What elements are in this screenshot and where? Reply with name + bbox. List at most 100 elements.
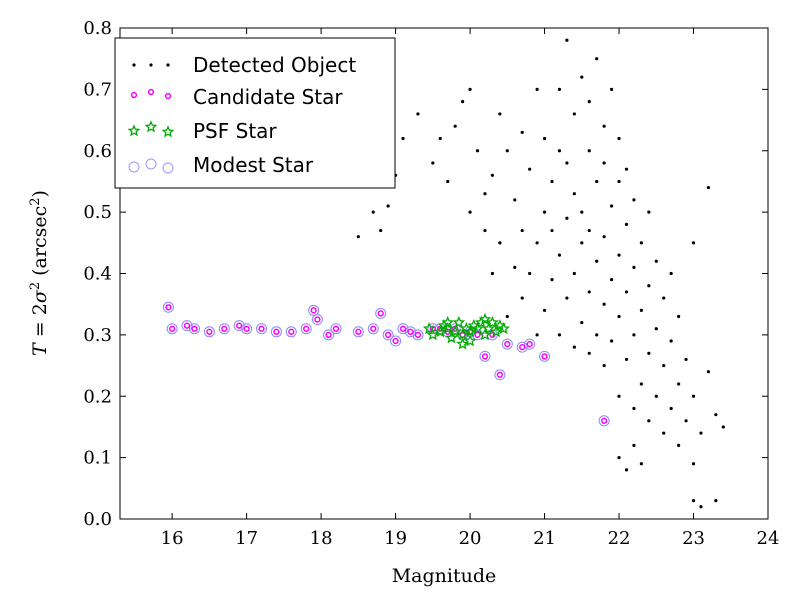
data-point <box>654 394 658 398</box>
data-point <box>639 308 643 312</box>
data-point <box>482 322 496 335</box>
legend-label: PSF Star <box>193 119 277 143</box>
data-point <box>243 325 250 332</box>
data-point <box>483 228 487 233</box>
data-point <box>332 325 340 332</box>
data-point <box>557 333 562 337</box>
data-point <box>602 161 606 165</box>
data-point <box>483 192 487 196</box>
data-point <box>468 210 472 214</box>
data-point <box>624 222 629 226</box>
data-point <box>498 112 502 116</box>
data-point <box>662 296 666 300</box>
data-point <box>691 241 696 245</box>
data-point <box>520 296 524 300</box>
data-point <box>535 241 539 245</box>
data-point <box>221 325 228 332</box>
y-tick-label: 0.6 <box>83 141 112 162</box>
legend-marker <box>144 120 158 133</box>
data-point <box>441 315 455 329</box>
data-point <box>557 87 562 91</box>
y-tick-label: 0.7 <box>83 79 112 100</box>
data-point <box>542 136 547 141</box>
data-point <box>513 265 517 269</box>
data-point <box>565 161 569 165</box>
data-point <box>539 350 551 362</box>
data-point <box>300 323 312 335</box>
data-point <box>422 322 436 335</box>
x-tick-label: 22 <box>608 528 631 549</box>
data-point <box>520 130 524 134</box>
data-point <box>639 382 643 386</box>
data-point <box>609 204 614 208</box>
data-point <box>456 328 469 341</box>
data-point <box>382 329 394 341</box>
data-point <box>721 425 725 429</box>
data-point <box>256 323 268 335</box>
data-point <box>677 314 681 319</box>
data-point <box>481 353 489 360</box>
data-point <box>168 325 176 332</box>
data-point <box>431 161 435 165</box>
data-point <box>684 357 688 362</box>
data-point <box>273 328 280 335</box>
legend-item-modest: Modest Star <box>128 153 314 177</box>
data-point <box>489 325 503 338</box>
data-point <box>401 136 405 141</box>
data-point <box>258 325 265 332</box>
data-point <box>550 228 554 233</box>
data-point <box>497 322 510 335</box>
data-point <box>528 271 532 276</box>
data-point <box>535 87 539 91</box>
data-point <box>714 413 718 417</box>
data-point <box>624 357 629 362</box>
legend-item-detected: Detected Object <box>132 53 356 77</box>
data-point <box>595 259 599 263</box>
legend-item-psf <box>127 120 175 138</box>
data-point <box>475 149 480 153</box>
x-tick-label: 18 <box>310 528 333 549</box>
data-point <box>308 304 320 316</box>
data-point <box>595 179 599 184</box>
data-point <box>550 278 554 282</box>
data-point <box>513 198 517 202</box>
y-tick-label: 0.0 <box>83 509 112 530</box>
data-point <box>452 315 466 329</box>
data-point <box>691 498 696 503</box>
data-point <box>397 323 409 335</box>
data-point <box>519 344 526 351</box>
data-point <box>624 290 629 294</box>
data-point <box>542 210 547 214</box>
legend-label: Modest Star <box>193 153 314 177</box>
data-point <box>330 323 342 335</box>
data-point <box>367 323 379 335</box>
data-point <box>448 325 462 338</box>
data-point <box>669 406 673 411</box>
legend-box <box>114 37 396 189</box>
data-point <box>314 316 321 323</box>
data-point <box>445 331 458 344</box>
y-tick-label: 0.2 <box>83 386 112 407</box>
x-tick-label: 23 <box>682 528 705 549</box>
data-point <box>617 456 621 460</box>
data-point <box>379 228 383 233</box>
data-point <box>404 326 416 338</box>
data-point <box>426 328 440 341</box>
data-point <box>494 369 506 381</box>
data-point <box>654 259 658 263</box>
axis-ticks: 16 17 18 19 20 21 22 23 24 0.0 0.1 0.2 0.3 0.4 0.5 0.6 0… <box>83 18 779 549</box>
data-point <box>355 328 362 335</box>
data-point <box>572 271 576 276</box>
data-point <box>602 363 606 368</box>
data-point <box>617 253 621 257</box>
data-point <box>632 333 636 337</box>
data-point <box>587 290 591 294</box>
data-point <box>183 322 191 329</box>
data-point <box>371 210 375 214</box>
legend-item-candidate: Candidate Star <box>130 85 343 109</box>
data-point <box>370 325 377 332</box>
data-point <box>684 419 688 423</box>
data-point <box>377 310 384 317</box>
data-point <box>463 325 477 338</box>
data-point <box>602 235 606 239</box>
